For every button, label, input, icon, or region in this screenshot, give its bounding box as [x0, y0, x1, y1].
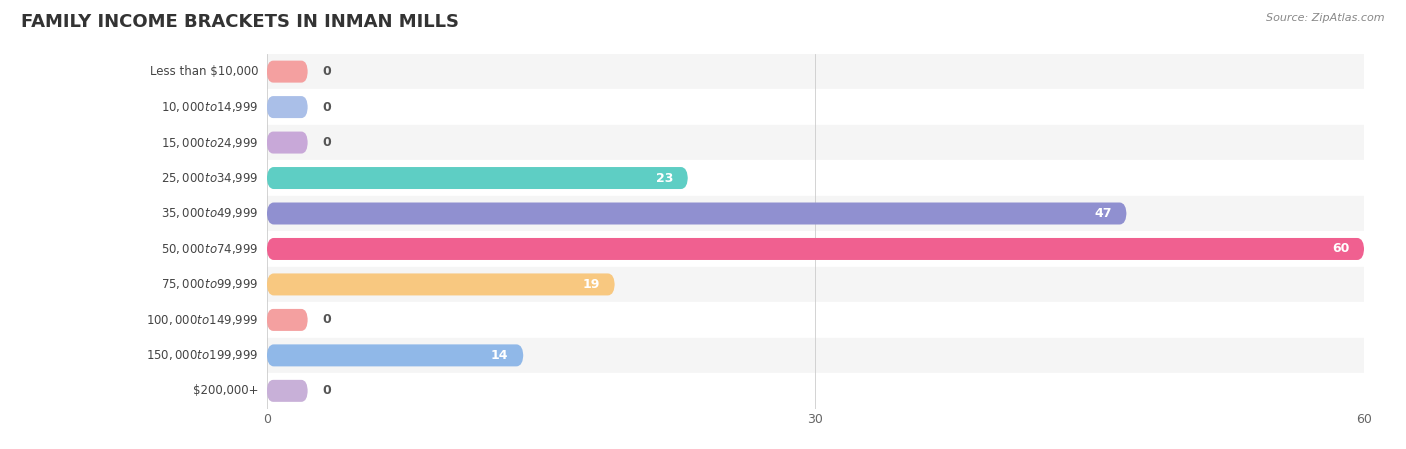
FancyBboxPatch shape: [267, 202, 1126, 224]
Text: $15,000 to $24,999: $15,000 to $24,999: [160, 136, 259, 150]
FancyBboxPatch shape: [267, 309, 308, 331]
Bar: [267, 196, 1364, 231]
Text: $150,000 to $199,999: $150,000 to $199,999: [146, 348, 259, 362]
Text: 60: 60: [1331, 242, 1350, 255]
Bar: [267, 231, 1364, 267]
Bar: [267, 302, 1364, 338]
Bar: [267, 125, 1364, 160]
Text: 19: 19: [582, 278, 600, 291]
Text: $200,000+: $200,000+: [193, 384, 259, 397]
Bar: [267, 338, 1364, 373]
Bar: [267, 160, 1364, 196]
FancyBboxPatch shape: [267, 167, 688, 189]
FancyBboxPatch shape: [267, 380, 308, 402]
Bar: [267, 89, 1364, 125]
Text: FAMILY INCOME BRACKETS IN INMAN MILLS: FAMILY INCOME BRACKETS IN INMAN MILLS: [21, 13, 460, 31]
Bar: [267, 54, 1364, 89]
FancyBboxPatch shape: [267, 61, 308, 83]
Text: 23: 23: [655, 172, 673, 185]
FancyBboxPatch shape: [267, 96, 308, 118]
Text: 0: 0: [322, 384, 330, 397]
Bar: [267, 267, 1364, 302]
Text: 0: 0: [322, 313, 330, 326]
FancyBboxPatch shape: [267, 238, 1364, 260]
Text: 0: 0: [322, 65, 330, 78]
Text: 14: 14: [491, 349, 509, 362]
FancyBboxPatch shape: [267, 344, 523, 366]
FancyBboxPatch shape: [267, 273, 614, 295]
Text: 47: 47: [1094, 207, 1112, 220]
Text: 0: 0: [322, 101, 330, 114]
Text: $100,000 to $149,999: $100,000 to $149,999: [146, 313, 259, 327]
Text: $25,000 to $34,999: $25,000 to $34,999: [160, 171, 259, 185]
Text: $35,000 to $49,999: $35,000 to $49,999: [160, 207, 259, 220]
Text: $10,000 to $14,999: $10,000 to $14,999: [160, 100, 259, 114]
Text: 0: 0: [322, 136, 330, 149]
Text: Less than $10,000: Less than $10,000: [149, 65, 259, 78]
Bar: [267, 373, 1364, 409]
Text: Source: ZipAtlas.com: Source: ZipAtlas.com: [1267, 13, 1385, 23]
Text: $50,000 to $74,999: $50,000 to $74,999: [160, 242, 259, 256]
Text: $75,000 to $99,999: $75,000 to $99,999: [160, 277, 259, 291]
FancyBboxPatch shape: [267, 132, 308, 154]
